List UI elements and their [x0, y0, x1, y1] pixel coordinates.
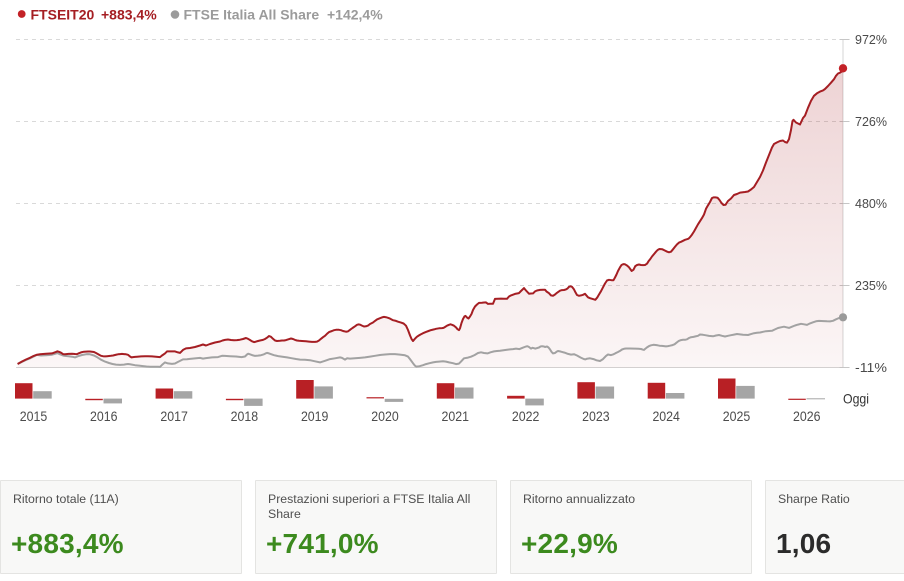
svg-text:2023: 2023: [582, 409, 610, 424]
svg-text:+883,4%: +883,4%: [101, 7, 157, 23]
svg-text:2020: 2020: [371, 409, 399, 424]
svg-text:2021: 2021: [442, 409, 470, 424]
svg-text:2018: 2018: [231, 409, 259, 424]
svg-text:480%: 480%: [855, 196, 887, 211]
svg-text:-11%: -11%: [855, 360, 887, 375]
svg-text:2025: 2025: [723, 409, 751, 424]
svg-text:2015: 2015: [20, 409, 48, 424]
svg-text:2024: 2024: [652, 409, 680, 424]
svg-text:FTSE Italia All Share: FTSE Italia All Share: [184, 7, 320, 23]
svg-text:2026: 2026: [793, 409, 821, 424]
svg-text:2016: 2016: [90, 409, 118, 424]
svg-text:+142,4%: +142,4%: [327, 7, 383, 23]
svg-text:FTSEIT20: FTSEIT20: [31, 7, 95, 23]
svg-text:2017: 2017: [160, 409, 188, 424]
svg-text:2019: 2019: [301, 409, 329, 424]
svg-text:Oggi: Oggi: [843, 391, 869, 407]
svg-text:726%: 726%: [855, 114, 887, 129]
svg-text:235%: 235%: [855, 278, 887, 293]
svg-text:972%: 972%: [855, 32, 887, 47]
svg-text:2022: 2022: [512, 409, 540, 424]
